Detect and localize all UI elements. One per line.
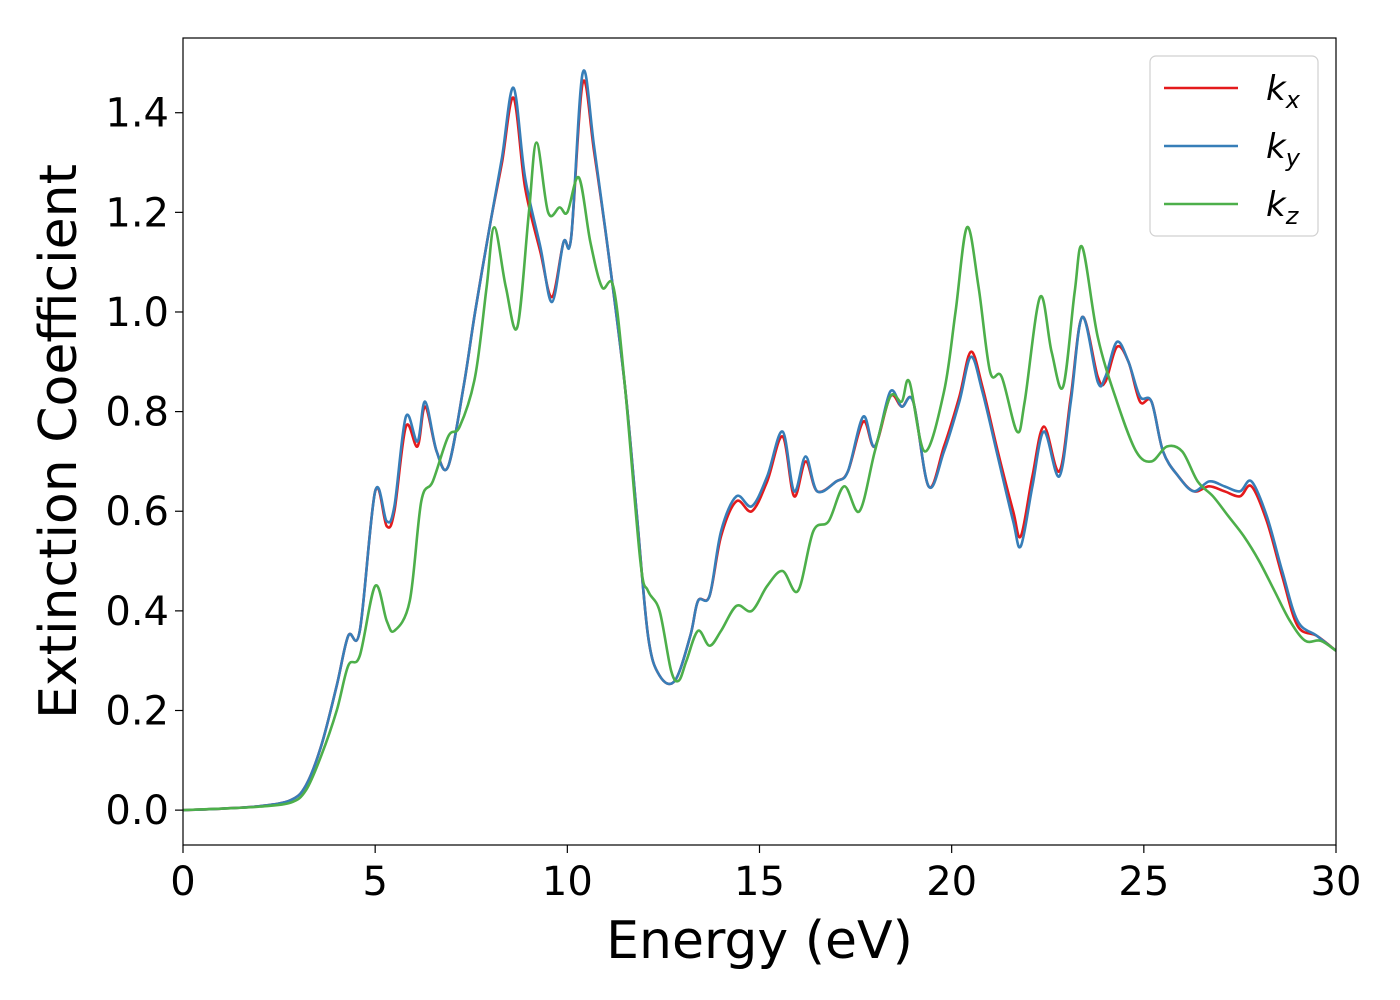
x-tick-label: 5 <box>362 859 387 905</box>
x-tick-label: 10 <box>542 859 593 905</box>
y-tick-label: 0.6 <box>105 489 169 535</box>
series-line-kz <box>183 141 1336 812</box>
legend-label-kx: kx <box>1266 69 1301 114</box>
x-tick-label: 20 <box>926 859 977 905</box>
legend-label-ky: ky <box>1266 127 1301 172</box>
legend-label-kz: kz <box>1266 185 1300 230</box>
plot-area <box>183 69 1336 812</box>
x-tick-label: 25 <box>1118 859 1169 905</box>
y-tick-label: 0.2 <box>105 689 169 735</box>
y-axis-ticks: 0.0 0.2 0.4 0.6 0.8 1.0 1.2 1.4 <box>105 91 183 834</box>
x-tick-label: 0 <box>170 859 195 905</box>
series-line-kx <box>183 79 1336 812</box>
y-tick-label: 1.4 <box>105 91 169 137</box>
y-axis-label: Extinction Coefficient <box>29 164 89 719</box>
legend: kx ky kz <box>1149 55 1319 237</box>
y-tick-label: 1.2 <box>105 190 169 236</box>
x-axis-label: Energy (eV) <box>606 911 913 971</box>
x-tick-label: 30 <box>1311 859 1362 905</box>
y-tick-label: 0.4 <box>105 589 169 635</box>
y-tick-label: 0.8 <box>105 390 169 436</box>
y-tick-label: 1.0 <box>105 290 169 336</box>
y-tick-label: 0.0 <box>105 788 169 834</box>
series-line-ky <box>183 69 1336 812</box>
x-tick-label: 15 <box>734 859 785 905</box>
x-axis-ticks: 0 5 10 15 20 25 30 <box>170 845 1361 905</box>
